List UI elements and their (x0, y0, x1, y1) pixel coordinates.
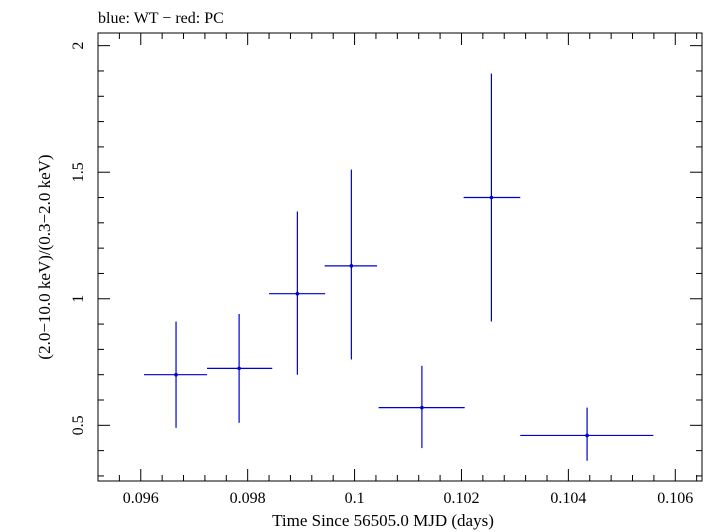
y-axis-label: (2.0−10.0 keV)/(0.3−2.0 keV) (35, 154, 54, 359)
data-point (207, 313, 273, 423)
chart-title: blue: WT − red: PC (98, 10, 224, 27)
point-marker (489, 195, 494, 200)
y-tick-label: 1.5 (70, 162, 87, 182)
point-marker (295, 291, 300, 296)
data-point (143, 321, 208, 428)
point-marker (237, 366, 241, 371)
point-marker (349, 264, 354, 268)
y-tick-label: 1 (70, 295, 87, 303)
point-marker (585, 433, 589, 438)
x-tick-label: 0.096 (123, 490, 159, 507)
point-marker (174, 372, 178, 377)
axis-ticks: 0.096 0.098 0.1 0.102 0.104 0.106 0.5 1 1.5 2 (70, 33, 702, 507)
data-point (324, 169, 378, 360)
x-tick-label: 0.102 (443, 490, 479, 507)
y-tick-label: 2 (70, 42, 87, 50)
x-tick-label: 0.106 (657, 490, 693, 507)
x-axis-label: Time Since 56505.0 MJD (days) (272, 511, 494, 530)
x-tick-label: 0.104 (550, 490, 586, 507)
x-tick-label: 0.098 (230, 490, 266, 507)
plot-frame (97, 32, 703, 482)
y-tick-label: 0.5 (70, 415, 87, 435)
point-marker (420, 405, 424, 410)
data-marks (143, 73, 654, 461)
data-point (520, 407, 654, 461)
x-tick-label: 0.1 (345, 490, 365, 507)
data-point (378, 365, 465, 449)
data-point (269, 211, 326, 375)
data-point (463, 73, 521, 322)
